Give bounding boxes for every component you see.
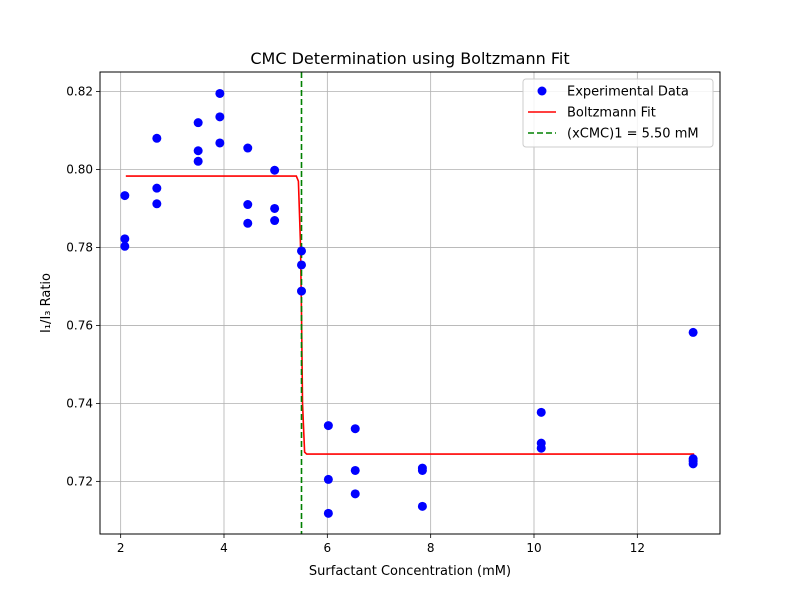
data-point [215,138,225,148]
y-tick-label: 0.82 [66,84,93,98]
chart-title: CMC Determination using Boltzmann Fit [250,49,569,68]
data-point [323,421,333,431]
legend-marker-scatter [537,86,547,96]
y-tick-label: 0.74 [66,396,93,410]
data-point [193,146,203,156]
data-point [297,246,306,256]
plot-data-layer [120,72,698,534]
data-point [215,112,225,122]
y-axis-label: I₁/I₃ Ratio [39,273,54,333]
x-tick-label: 8 [427,541,435,555]
data-point [297,286,306,296]
axes-frame [99,71,721,535]
legend-entry-experimental-data: Experimental Data [537,85,689,100]
data-point [215,88,225,98]
data-point [243,218,253,228]
data-point [243,143,253,153]
data-point [152,133,162,143]
data-point [350,489,360,499]
data-point [270,203,280,213]
ticks-layer: 2 4 6 8 10 12 0.72 0.74 0.76 0.78 0.80 0.82 [66,84,645,555]
legend-label: Experimental Data [567,85,689,100]
x-tick-label: 2 [117,541,125,555]
grid-layer [100,72,720,534]
x-tick-label: 4 [220,541,228,555]
data-point [323,508,333,518]
data-point [152,183,162,193]
legend-box [522,78,714,148]
data-point [243,200,253,210]
data-point [120,191,130,201]
y-tick-label: 0.80 [66,162,93,176]
data-point [193,156,203,166]
data-point [270,216,280,226]
data-point [297,260,306,270]
x-axis-label: Surfactant Concentration (mM) [309,564,511,579]
y-tick-label: 0.72 [66,474,93,488]
y-tick-label: 0.78 [66,240,93,254]
data-point [417,465,427,475]
legend-label: Boltzmann Fit [567,106,656,121]
legend: Experimental Data Boltzmann Fit (xCMC)1 = … [522,78,714,148]
boltzmann-fit-line [125,175,695,455]
y-tick-label: 0.76 [66,318,93,332]
data-point [417,501,427,511]
x-tick-label: 10 [526,541,541,555]
data-point [350,465,360,475]
data-point [688,459,698,469]
x-tick-label: 6 [324,541,332,555]
legend-label: (xCMC)1 = 5.50 mM [567,127,699,142]
data-point [193,118,203,128]
data-point [270,165,280,175]
legend-entry-cmc-line: (xCMC)1 = 5.50 mM [528,127,699,142]
legend-entry-boltzmann-fit: Boltzmann Fit [528,106,656,121]
data-point [120,234,130,244]
x-tick-label: 12 [630,541,645,555]
data-point [536,407,546,417]
data-point [688,327,698,337]
data-point [323,474,333,484]
data-point [350,424,360,434]
data-point [152,199,162,209]
data-point [536,443,546,453]
data-point [120,241,130,251]
